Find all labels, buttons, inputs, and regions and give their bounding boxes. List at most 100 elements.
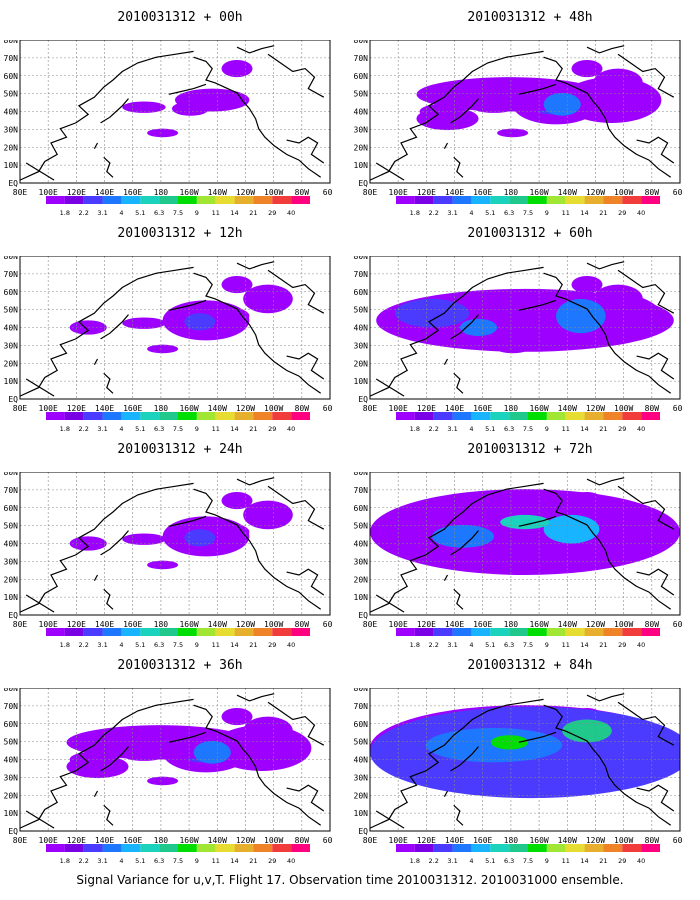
variance-region [562, 719, 612, 743]
colorbar-swatch [234, 412, 254, 420]
variance-region [147, 128, 179, 138]
colorbar-swatch [196, 412, 216, 420]
coastline [103, 588, 114, 610]
colorbar-label: 21 [599, 209, 607, 217]
coastline [20, 482, 194, 613]
colorbar-swatch [272, 844, 292, 852]
lon-tick-label: 120W [586, 620, 605, 629]
lat-tick-label: 30N [4, 125, 19, 134]
lat-tick-label: EQ [358, 179, 368, 188]
colorbar-swatch [159, 196, 178, 204]
colorbar-swatch [83, 628, 103, 636]
colorbar-label: 14 [230, 425, 238, 433]
lat-tick-label: 80N [4, 688, 19, 693]
variance-region [221, 708, 253, 726]
lat-tick-label: 10N [4, 377, 19, 386]
colorbar-label: 11 [562, 857, 570, 865]
colorbar-swatch [509, 628, 528, 636]
lat-tick-label: 70N [4, 270, 19, 279]
lat-tick-label: 30N [354, 557, 369, 566]
colorbar-swatch [641, 196, 660, 204]
lat-tick-label: 40N [4, 324, 19, 333]
colorbar-swatch [546, 844, 566, 852]
coastline [20, 266, 194, 397]
colorbar-label: 2.2 [79, 641, 89, 649]
colorbar-swatch [584, 196, 604, 204]
lon-tick-label: 180 [504, 836, 519, 845]
colorbar: 1.8 2.2 3.1 4 5.1 6.3 7.5 9 11 14 21 29 40 [396, 196, 660, 217]
panel-title: 2010031312 + 36h [117, 658, 243, 673]
lon-tick-label: 100W [264, 836, 283, 845]
coastline [543, 272, 672, 394]
lat-tick-label: 30N [4, 773, 19, 782]
variance-region [184, 313, 216, 331]
colorbar-swatch [64, 844, 84, 852]
variance-region [243, 284, 293, 314]
colorbar-label: 29 [268, 857, 276, 865]
colorbar-label: 6.3 [154, 425, 164, 433]
colorbar-label: 14 [580, 641, 588, 649]
colorbar-swatch [272, 628, 292, 636]
variance-region [243, 500, 293, 530]
variance-region [500, 514, 550, 530]
variance-region [416, 107, 479, 131]
lon-tick-label: 60W [673, 188, 682, 197]
colorbar-swatch [64, 412, 84, 420]
coastline [100, 530, 129, 556]
colorbar-label: 4 [119, 641, 123, 649]
variance-region [147, 344, 179, 354]
variance-region [221, 60, 253, 78]
colorbar: 1.8 2.2 3.1 4 5.1 6.3 7.5 9 11 14 21 29 40 [46, 196, 310, 217]
colorbar-swatch [433, 628, 453, 636]
coastline [93, 358, 99, 365]
colorbar-label: 1.8 [410, 425, 420, 433]
variance-region [490, 735, 529, 750]
colorbar-swatch [253, 412, 273, 420]
coastline [20, 698, 194, 829]
colorbar-swatch [433, 196, 453, 204]
lon-tick-label: 140W [208, 188, 227, 197]
lat-tick-label: EQ [8, 827, 18, 836]
lon-tick-label: 160E [473, 620, 492, 629]
lon-tick-label: 80W [295, 620, 310, 629]
coastline [267, 269, 325, 314]
colorbar-label: 1.8 [60, 857, 70, 865]
colorbar-label: 6.3 [504, 641, 514, 649]
colorbar-label: 3.1 [447, 641, 457, 649]
colorbar-swatch [603, 412, 623, 420]
lon-tick-label: 100E [39, 836, 58, 845]
colorbar-label: 40 [637, 209, 645, 217]
panel-title: 2010031312 + 24h [117, 442, 243, 457]
colorbar-swatch [471, 844, 491, 852]
colorbar-label: 1.8 [60, 209, 70, 217]
lon-tick-label: 100W [614, 836, 633, 845]
colorbar-label: 5.1 [485, 425, 495, 433]
colorbar-label: 6.3 [504, 209, 514, 217]
colorbar-swatch [253, 196, 273, 204]
lat-tick-label: 10N [354, 161, 369, 170]
colorbar-swatch [64, 196, 84, 204]
colorbar-swatch [528, 844, 547, 852]
lon-tick-label: 160E [123, 188, 142, 197]
lat-tick-label: 40N [4, 540, 19, 549]
coastline [168, 299, 207, 311]
coastline [93, 790, 99, 797]
lon-tick-label: 160E [473, 188, 492, 197]
colorbar: 1.8 2.2 3.1 4 5.1 6.3 7.5 9 11 14 21 29 40 [396, 844, 660, 865]
variance-region [184, 529, 216, 547]
colorbar: 1.8 2.2 3.1 4 5.1 6.3 7.5 9 11 14 21 29 40 [396, 412, 660, 433]
lon-tick-label: 80W [645, 836, 660, 845]
lat-tick-label: 20N [4, 359, 19, 368]
colorbar-label: 11 [562, 425, 570, 433]
colorbar-label: 9 [545, 209, 549, 217]
colorbar-swatch [196, 628, 216, 636]
colorbar-swatch [471, 412, 491, 420]
lon-tick-label: 120E [417, 404, 436, 413]
colorbar-label: 21 [249, 857, 257, 865]
colorbar-swatch [622, 844, 642, 852]
colorbar-swatch [603, 196, 623, 204]
lon-tick-label: 160E [123, 620, 142, 629]
colorbar-label: 14 [230, 641, 238, 649]
colorbar-label: 4 [119, 857, 123, 865]
variance-region [147, 776, 179, 786]
